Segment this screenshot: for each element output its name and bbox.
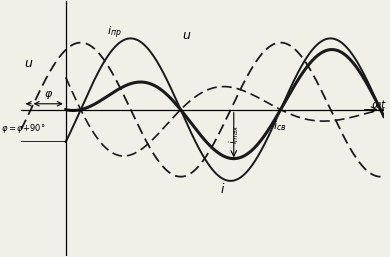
Text: $i$: $i$ (220, 182, 225, 196)
Text: $i_{max}$: $i_{max}$ (227, 124, 241, 144)
Text: $u$: $u$ (25, 57, 34, 70)
Text: $u$: $u$ (182, 29, 191, 42)
Text: $\varphi$: $\varphi$ (44, 89, 53, 100)
Text: $i_{пр}$: $i_{пр}$ (107, 24, 122, 41)
Text: $\omega t$: $\omega t$ (371, 98, 387, 110)
Text: $\varphi{=}\varphi{+}90°$: $\varphi{=}\varphi{+}90°$ (1, 122, 45, 135)
Text: $i_{св}$: $i_{св}$ (273, 120, 286, 133)
